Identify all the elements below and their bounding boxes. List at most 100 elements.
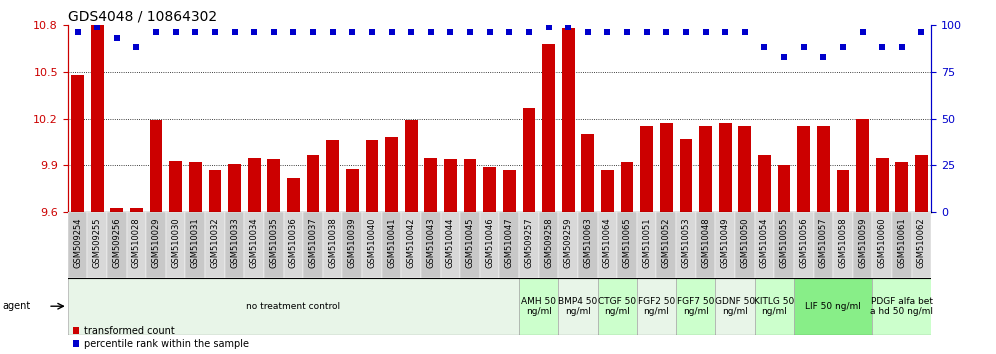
Bar: [857, 119, 869, 212]
Bar: [287, 178, 300, 212]
Point: [560, 24, 576, 29]
Point: [658, 29, 674, 35]
Text: GSM510065: GSM510065: [622, 218, 631, 268]
Bar: [679, 139, 692, 212]
Bar: [185, 212, 205, 278]
Point: [345, 29, 361, 35]
Bar: [503, 170, 516, 212]
Point: [442, 29, 458, 35]
Bar: [107, 212, 126, 278]
Text: GSM510028: GSM510028: [131, 218, 140, 268]
Text: GSM510064: GSM510064: [603, 218, 612, 268]
Bar: [715, 212, 735, 278]
Bar: [755, 278, 794, 335]
Text: GSM509259: GSM509259: [564, 218, 573, 268]
Text: GSM510049: GSM510049: [721, 218, 730, 268]
Bar: [872, 278, 931, 335]
Bar: [738, 126, 751, 212]
Bar: [755, 212, 774, 278]
Text: GSM510040: GSM510040: [368, 218, 376, 268]
Text: GSM510042: GSM510042: [406, 218, 415, 268]
Point: [776, 54, 792, 59]
Bar: [264, 212, 284, 278]
Bar: [401, 212, 421, 278]
Bar: [519, 278, 559, 335]
Point: [403, 29, 419, 35]
Legend: transformed count, percentile rank within the sample: transformed count, percentile rank withi…: [73, 326, 249, 349]
Text: GSM509258: GSM509258: [544, 218, 553, 268]
Bar: [719, 123, 732, 212]
Point: [266, 29, 282, 35]
Bar: [559, 212, 578, 278]
Bar: [126, 212, 146, 278]
Bar: [267, 159, 280, 212]
Point: [226, 29, 242, 35]
Text: GSM510038: GSM510038: [328, 218, 338, 268]
Bar: [404, 120, 417, 212]
Bar: [636, 212, 656, 278]
Bar: [758, 155, 771, 212]
Bar: [794, 278, 872, 335]
Bar: [699, 126, 712, 212]
Bar: [68, 278, 519, 335]
Bar: [440, 212, 460, 278]
Bar: [244, 212, 264, 278]
Point: [128, 45, 144, 50]
Bar: [166, 212, 185, 278]
Text: GSM510060: GSM510060: [877, 218, 886, 268]
Text: GSM510062: GSM510062: [917, 218, 926, 268]
Text: GSM510041: GSM510041: [387, 218, 396, 268]
Text: GSM510030: GSM510030: [171, 218, 180, 268]
Bar: [872, 212, 892, 278]
Point: [580, 29, 596, 35]
Point: [383, 29, 399, 35]
Text: GSM510044: GSM510044: [446, 218, 455, 268]
Bar: [169, 161, 182, 212]
Text: GSM510045: GSM510045: [465, 218, 474, 268]
Bar: [798, 126, 810, 212]
Bar: [346, 169, 359, 212]
Bar: [149, 120, 162, 212]
Bar: [421, 212, 440, 278]
Text: GSM510056: GSM510056: [799, 218, 808, 268]
Bar: [303, 212, 323, 278]
Bar: [464, 159, 476, 212]
Bar: [621, 162, 633, 212]
Bar: [794, 212, 814, 278]
Text: GSM510037: GSM510037: [309, 218, 318, 268]
Bar: [911, 212, 931, 278]
Text: GSM509256: GSM509256: [113, 218, 122, 268]
Bar: [91, 25, 104, 212]
Text: GSM510047: GSM510047: [505, 218, 514, 268]
Bar: [248, 158, 261, 212]
Bar: [363, 212, 381, 278]
Bar: [598, 212, 618, 278]
Text: GSM510031: GSM510031: [191, 218, 200, 268]
Bar: [225, 212, 244, 278]
Text: no treatment control: no treatment control: [246, 302, 341, 311]
Text: GSM510053: GSM510053: [681, 218, 690, 268]
Point: [541, 24, 557, 29]
Point: [325, 29, 341, 35]
Bar: [111, 208, 124, 212]
Point: [893, 45, 909, 50]
Point: [286, 29, 302, 35]
Bar: [601, 170, 614, 212]
Bar: [205, 212, 225, 278]
Bar: [130, 208, 142, 212]
Bar: [814, 212, 833, 278]
Bar: [578, 212, 598, 278]
Bar: [582, 134, 595, 212]
Text: AMH 50
ng/ml: AMH 50 ng/ml: [521, 297, 556, 316]
Bar: [774, 212, 794, 278]
Text: GSM510046: GSM510046: [485, 218, 494, 268]
Text: GSM510035: GSM510035: [269, 218, 278, 268]
Point: [855, 29, 871, 35]
Text: GSM510051: GSM510051: [642, 218, 651, 268]
Point: [246, 29, 262, 35]
Bar: [833, 212, 853, 278]
Text: GSM510029: GSM510029: [151, 218, 160, 268]
Point: [913, 29, 929, 35]
Bar: [71, 75, 84, 212]
Point: [187, 29, 203, 35]
